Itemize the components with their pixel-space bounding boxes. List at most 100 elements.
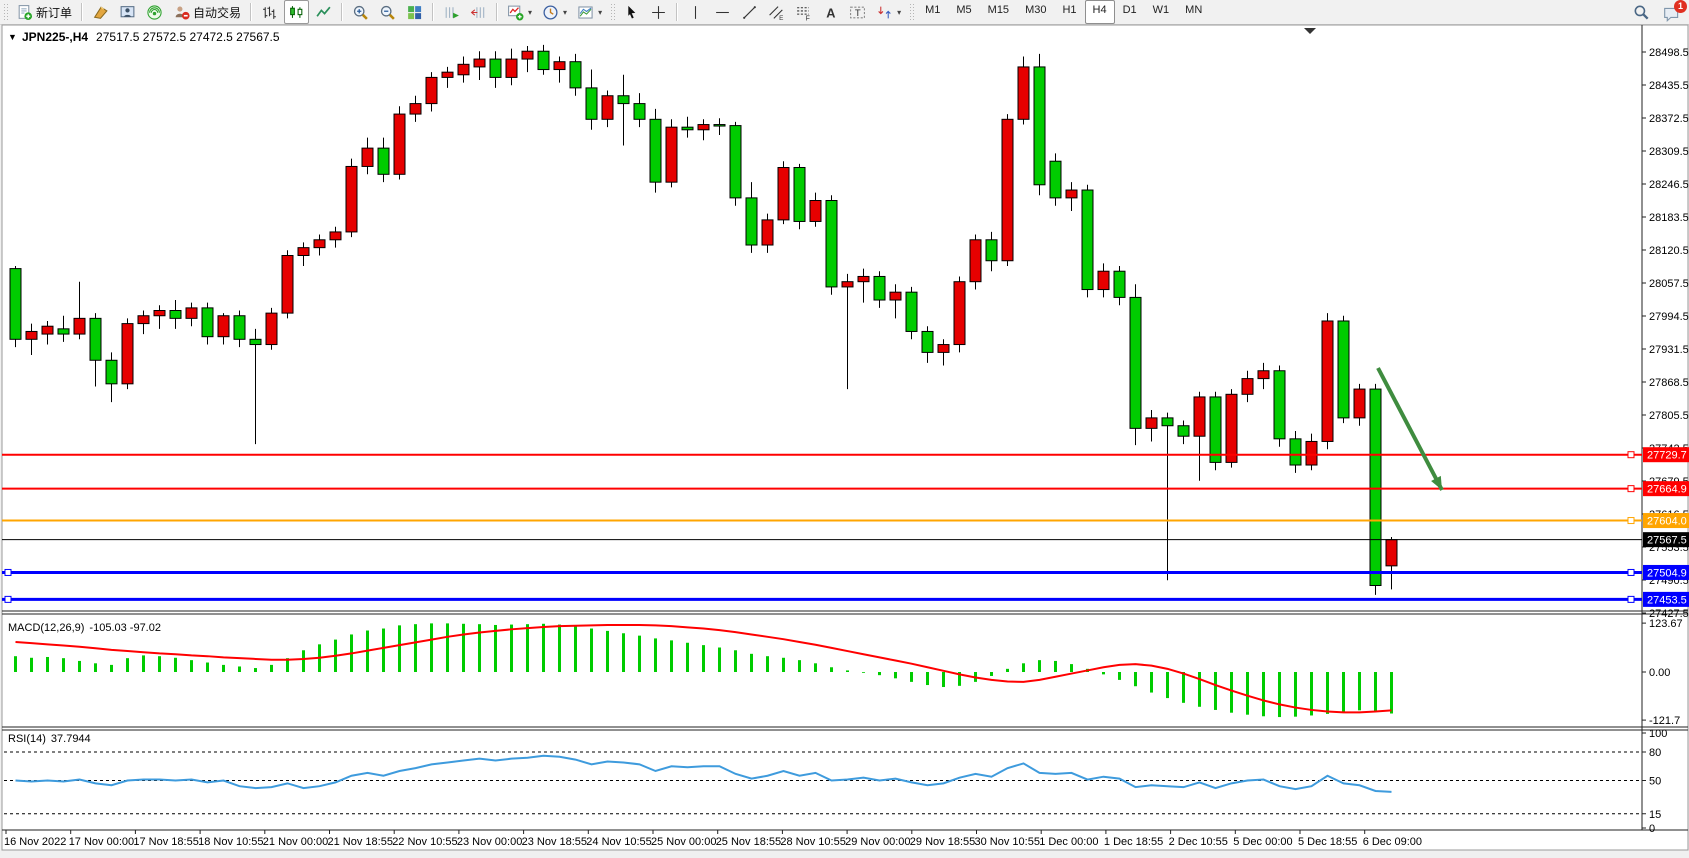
vertical-line-icon	[695, 5, 697, 19]
line-endpoint-marker[interactable]	[1627, 568, 1635, 576]
candle	[1177, 420, 1190, 445]
line-endpoint-marker[interactable]	[1627, 595, 1635, 603]
svg-text:F: F	[806, 15, 810, 21]
signals-button[interactable]	[142, 0, 167, 24]
periods-button[interactable]: ▾	[538, 0, 571, 24]
price-tick-label: 28498.5	[1649, 47, 1689, 59]
candle-body	[217, 315, 230, 338]
line-endpoint-marker[interactable]	[4, 568, 12, 576]
candle-body	[1353, 388, 1366, 419]
time-tick-label: 25 Nov 18:55	[716, 836, 781, 848]
equidistant-channel-button[interactable]: E	[764, 0, 789, 24]
rsi-line	[15, 754, 1392, 793]
dropdown-caret-icon[interactable]: ▾	[598, 7, 603, 17]
timeframe-m5-button[interactable]: M5	[956, 4, 972, 16]
toolbar-separator	[432, 3, 435, 21]
auto-scroll-button[interactable]	[439, 0, 464, 24]
arrow-annotation[interactable]	[1376, 367, 1444, 491]
candle	[425, 72, 438, 112]
zoom-in-button[interactable]	[348, 0, 373, 24]
candle-body	[313, 239, 326, 249]
chart-shift-button[interactable]	[466, 0, 491, 24]
toolbar-drag-handle[interactable]	[909, 3, 915, 21]
line-endpoint-marker[interactable]	[1627, 517, 1635, 525]
new-order-button[interactable]: 新订单	[12, 0, 76, 24]
indicators-icon	[508, 5, 524, 20]
bar-chart-button[interactable]	[257, 0, 282, 24]
arrows-button[interactable]: ▾	[872, 0, 905, 24]
candle-body	[505, 58, 518, 78]
dropdown-caret-icon[interactable]: ▾	[528, 7, 533, 17]
candle	[1305, 433, 1318, 471]
crosshair-button[interactable]	[646, 0, 671, 24]
toolbar-drag-handle[interactable]	[3, 3, 8, 21]
time-tick-label: 1 Dec 00:00	[1039, 836, 1098, 848]
candle	[137, 310, 150, 335]
timeframe-h4-button[interactable]: H4	[1084, 0, 1115, 24]
timeframe-mn-button[interactable]: MN	[1185, 4, 1203, 16]
candle-body	[1177, 425, 1190, 437]
macd-label: MACD(12,26,9) -105.03 -97.02	[8, 622, 161, 634]
timeframe-w1-button[interactable]: W1	[1152, 4, 1170, 16]
dropdown-caret-icon[interactable]: ▾	[897, 7, 902, 17]
timeframe-m1-button[interactable]: M1	[925, 4, 941, 16]
horizontal-line-button[interactable]	[710, 0, 735, 24]
candle-body	[25, 330, 38, 340]
candle	[1353, 383, 1366, 426]
strategy-tester-button[interactable]	[115, 0, 140, 24]
toolbar-right-group: 1	[1628, 0, 1687, 24]
timeframe-m15-button[interactable]: M15	[987, 4, 1010, 16]
tile-windows-button[interactable]	[402, 0, 427, 24]
candle-body	[1273, 370, 1286, 440]
autotrading-button[interactable]: 自动交易	[169, 0, 245, 24]
candle-body	[361, 147, 374, 167]
time-tick-label: 29 Nov 18:55	[910, 836, 975, 848]
line-chart-button[interactable]	[311, 0, 336, 24]
candle-body	[825, 200, 838, 288]
toolbar-separator	[676, 3, 679, 21]
candlestick-chart-button[interactable]	[284, 0, 310, 24]
candle-body	[617, 95, 630, 105]
cursor-button[interactable]	[619, 0, 644, 24]
line-endpoint-marker[interactable]	[1627, 485, 1635, 493]
price-line-label	[1643, 564, 1689, 580]
candle-body	[1033, 66, 1046, 186]
vertical-line-button[interactable]	[683, 0, 708, 24]
price-line-label	[1643, 591, 1689, 607]
text-button[interactable]: A	[818, 0, 843, 24]
candle-body	[121, 323, 134, 385]
metaeditor-button[interactable]	[88, 0, 113, 24]
chart-collapse-icon[interactable]: ▼	[8, 32, 17, 42]
candle	[121, 318, 134, 390]
toolbar-drag-handle[interactable]	[610, 3, 616, 21]
trendline-button[interactable]	[737, 0, 762, 24]
timeframe-d1-button[interactable]: D1	[1122, 4, 1137, 16]
line-endpoint-marker[interactable]	[1627, 451, 1635, 459]
dropdown-caret-icon[interactable]: ▾	[563, 7, 568, 17]
candle-body	[57, 328, 70, 335]
label-button[interactable]: T	[845, 0, 870, 24]
candle-body	[1113, 270, 1126, 298]
templates-button[interactable]: ▾	[573, 0, 606, 24]
fibonacci-button[interactable]: F	[791, 0, 816, 24]
chart-shift-marker[interactable]	[1304, 28, 1316, 34]
notifications-button[interactable]: 1	[1663, 0, 1687, 23]
price-tick-label: 27994.5	[1649, 311, 1689, 323]
search-button[interactable]	[1629, 0, 1654, 24]
rsi-tick-label: 50	[1649, 776, 1661, 788]
candle-body	[233, 315, 246, 340]
candle	[857, 268, 870, 303]
line-endpoint-marker[interactable]	[4, 595, 12, 603]
candle	[1113, 265, 1126, 306]
price-tick-label: 28120.5	[1649, 245, 1689, 257]
zoom-out-button[interactable]	[375, 0, 400, 24]
candle-body	[1097, 270, 1110, 291]
indicators-button[interactable]: ▾	[503, 0, 536, 24]
candle-body	[105, 359, 118, 385]
timeframe-h1-button[interactable]: H1	[1062, 4, 1077, 16]
timeframe-m30-button[interactable]: M30	[1025, 4, 1047, 16]
candle	[1001, 114, 1014, 266]
arrow-shaft	[1376, 367, 1444, 491]
arrows-icon	[878, 6, 891, 18]
macd-tick-label: 123.67	[1649, 618, 1683, 630]
